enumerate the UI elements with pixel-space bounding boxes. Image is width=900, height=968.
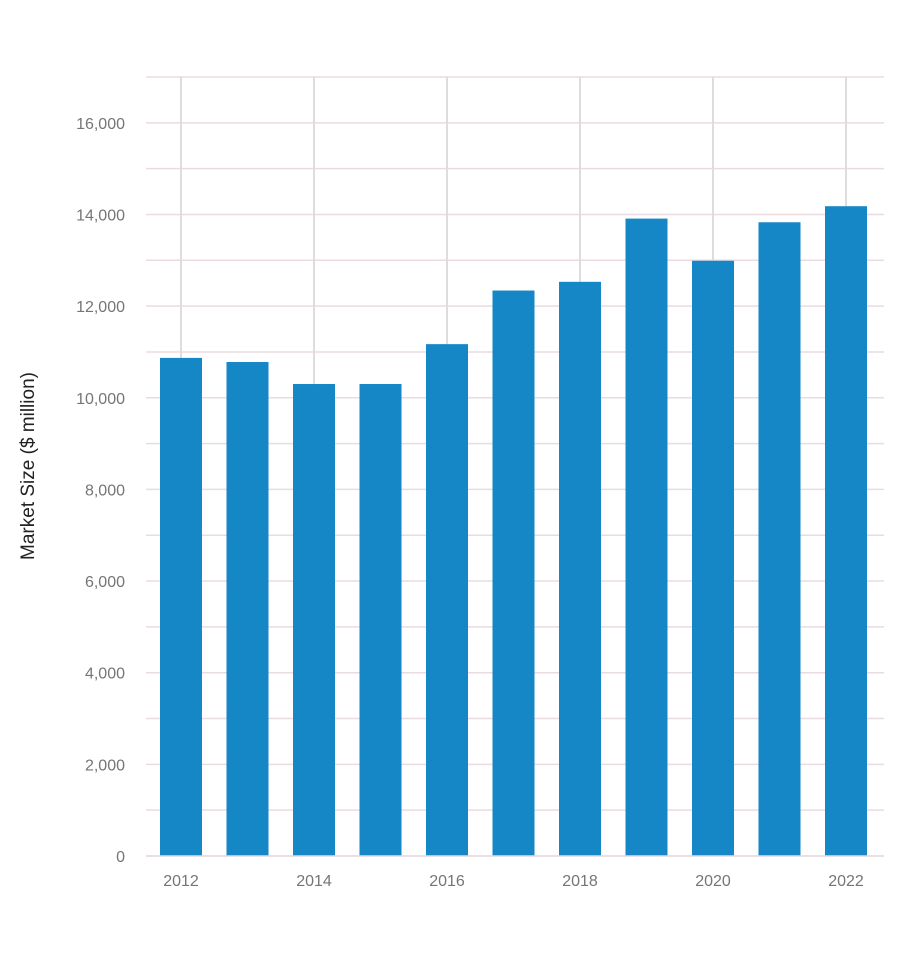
y-tick-label: 16,000 — [76, 116, 125, 133]
bar-2017 — [492, 290, 535, 856]
y-tick-label: 0 — [116, 849, 125, 866]
bar-2013 — [226, 362, 269, 856]
bar-2012 — [160, 357, 202, 856]
x-tick-labels: 2012 2014 2016 2018 2020 2022 — [163, 873, 864, 890]
y-tick-label: 4,000 — [85, 666, 125, 683]
bar-2016 — [426, 344, 468, 856]
y-tick-label: 6,000 — [85, 574, 125, 591]
x-tick-label: 2020 — [695, 873, 731, 890]
bar-2021 — [758, 222, 801, 856]
bars — [160, 206, 867, 857]
bar-2014 — [293, 384, 335, 856]
y-tick-label: 12,000 — [76, 299, 125, 316]
bar-2020 — [692, 260, 734, 857]
x-tick-label: 2016 — [429, 873, 465, 890]
y-tick-label: 8,000 — [85, 482, 125, 499]
y-tick-label: 10,000 — [76, 391, 125, 408]
x-tick-label: 2014 — [296, 873, 332, 890]
bar-2022 — [825, 206, 867, 856]
y-tick-labels: 0 2,000 4,000 6,000 8,000 10,000 12,000 14,000 1… — [76, 116, 125, 866]
x-tick-label: 2018 — [562, 873, 598, 890]
x-tick-label: 2012 — [163, 873, 199, 890]
bar-2019 — [625, 218, 668, 856]
bar-2018 — [559, 281, 601, 856]
x-tick-label: 2022 — [828, 873, 864, 890]
bar-2015 — [359, 384, 402, 856]
y-tick-label: 2,000 — [85, 757, 125, 774]
y-tick-label: 14,000 — [76, 207, 125, 224]
y-axis-title: Market Size ($ million) — [18, 372, 39, 560]
